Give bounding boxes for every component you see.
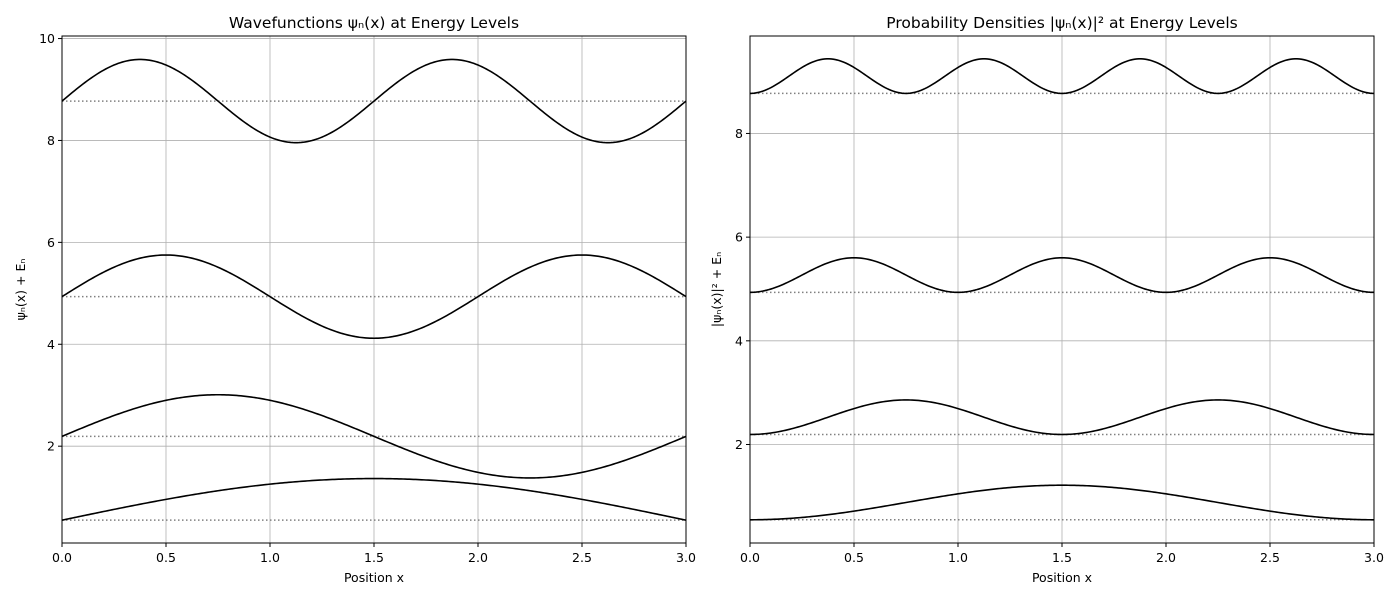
x-tick-label: 1.5 bbox=[1052, 550, 1072, 565]
y-tick-label: 2 bbox=[47, 439, 55, 454]
x-tick-label: 0.0 bbox=[52, 550, 72, 565]
y-tick-label: 10 bbox=[39, 31, 55, 46]
x-tick-label: 2.5 bbox=[572, 550, 592, 565]
y-tick-label: 8 bbox=[735, 126, 743, 141]
series-line-n1 bbox=[61, 477, 687, 521]
x-tick-label: 0.5 bbox=[844, 550, 864, 565]
series-line-n4 bbox=[61, 58, 687, 144]
series-line-n2 bbox=[61, 393, 687, 479]
x-tick-label: 1.0 bbox=[948, 550, 968, 565]
probability-densities-chart: 0.0 0.5 1.0 1.5 2.0 2.5 3.0 2 4 6 8 Probability D… bbox=[709, 14, 1384, 585]
y-tick-label: 6 bbox=[735, 230, 743, 245]
y-tick-label: 6 bbox=[47, 235, 55, 250]
y-tick-label: 4 bbox=[735, 333, 743, 348]
x-tick-label: 3.0 bbox=[676, 550, 696, 565]
x-tick-label: 2.0 bbox=[468, 550, 488, 565]
wavefunctions-chart: 0.0 0.5 1.0 1.5 2.0 2.5 3.0 2 4 6 8 10 Wavefunctio… bbox=[13, 14, 696, 585]
y-axis-ticks: 2 4 6 8 10 bbox=[39, 31, 62, 454]
chart-title: Probability Densities |ψₙ(x)|² at Energy… bbox=[886, 14, 1237, 32]
y-axis-ticks: 2 4 6 8 bbox=[735, 126, 750, 452]
series-line-n4 bbox=[749, 58, 1375, 95]
x-tick-label: 2.5 bbox=[1260, 550, 1280, 565]
series-lines bbox=[61, 58, 687, 521]
grid bbox=[61, 36, 687, 543]
y-axis-label: ψₙ(x) + Eₙ bbox=[13, 259, 28, 321]
x-axis-ticks: 0.0 0.5 1.0 1.5 2.0 2.5 3.0 bbox=[740, 543, 1384, 565]
x-tick-label: 0.0 bbox=[740, 550, 760, 565]
x-axis-label: Position x bbox=[1032, 570, 1092, 585]
y-tick-label: 8 bbox=[47, 133, 55, 148]
series-line-n1 bbox=[749, 484, 1375, 521]
x-axis-label: Position x bbox=[344, 570, 404, 585]
x-tick-label: 2.0 bbox=[1156, 550, 1176, 565]
x-tick-label: 1.0 bbox=[260, 550, 280, 565]
series-line-n3 bbox=[61, 254, 687, 340]
y-tick-label: 4 bbox=[47, 337, 55, 352]
series-line-n3 bbox=[749, 256, 1375, 294]
series-line-n2 bbox=[749, 399, 1375, 436]
x-tick-label: 0.5 bbox=[156, 550, 176, 565]
y-axis-label: |ψₙ(x)|² + Eₙ bbox=[709, 252, 724, 327]
x-tick-label: 3.0 bbox=[1364, 550, 1384, 565]
x-tick-label: 1.5 bbox=[364, 550, 384, 565]
chart-title: Wavefunctions ψₙ(x) at Energy Levels bbox=[229, 14, 519, 32]
y-tick-label: 2 bbox=[735, 437, 743, 452]
series-lines bbox=[749, 58, 1375, 521]
x-axis-ticks: 0.0 0.5 1.0 1.5 2.0 2.5 3.0 bbox=[52, 543, 696, 565]
